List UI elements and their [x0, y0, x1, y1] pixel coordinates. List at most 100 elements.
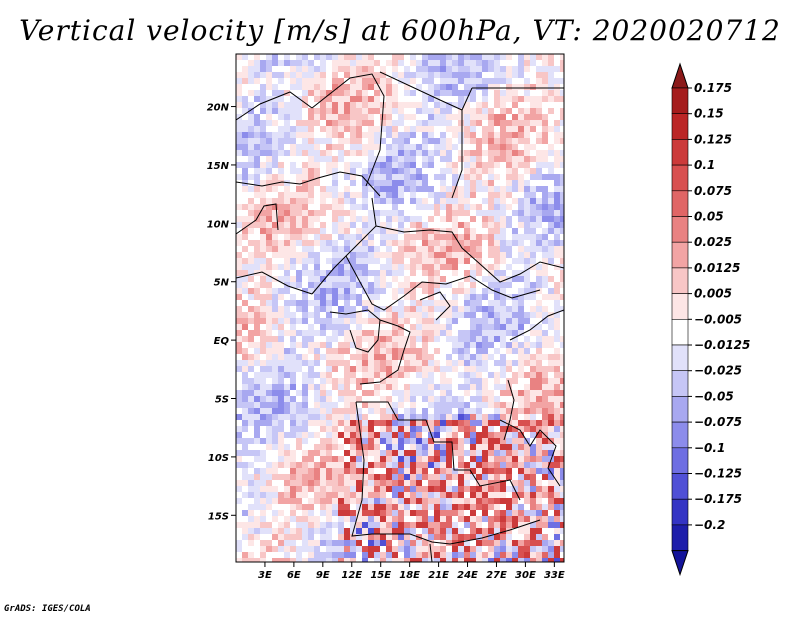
- field-cell: [284, 150, 290, 156]
- field-cell: [488, 372, 494, 378]
- field-cell: [302, 222, 308, 228]
- field-cell: [530, 378, 536, 384]
- field-cell: [458, 462, 464, 468]
- field-cell: [506, 66, 512, 72]
- field-cell: [266, 546, 272, 552]
- field-cell: [434, 408, 440, 414]
- field-cell: [518, 210, 524, 216]
- field-cell: [470, 60, 476, 66]
- field-cell: [434, 306, 440, 312]
- field-cell: [530, 546, 536, 552]
- field-cell: [386, 408, 392, 414]
- field-cell: [356, 480, 362, 486]
- field-cell: [392, 258, 398, 264]
- field-cell: [560, 534, 564, 540]
- field-cell: [248, 516, 254, 522]
- field-cell: [326, 276, 332, 282]
- field-cell: [512, 522, 518, 528]
- field-cell: [332, 54, 338, 60]
- field-cell: [236, 486, 242, 492]
- field-cell: [374, 516, 380, 522]
- field-cell: [278, 186, 284, 192]
- field-cell: [476, 276, 482, 282]
- field-cell: [446, 60, 452, 66]
- field-cell: [278, 366, 284, 372]
- field-cell: [356, 234, 362, 240]
- field-cell: [284, 510, 290, 516]
- field-cell: [536, 468, 542, 474]
- field-cell: [404, 558, 410, 562]
- field-cell: [314, 156, 320, 162]
- field-cell: [236, 456, 242, 462]
- field-cell: [392, 360, 398, 366]
- field-cell: [452, 312, 458, 318]
- field-cell: [434, 366, 440, 372]
- field-cell: [512, 72, 518, 78]
- field-cell: [344, 108, 350, 114]
- field-cell: [308, 462, 314, 468]
- field-cell: [344, 420, 350, 426]
- field-cell: [536, 192, 542, 198]
- field-cell: [452, 198, 458, 204]
- field-cell: [332, 234, 338, 240]
- field-cell: [398, 426, 404, 432]
- field-cell: [290, 228, 296, 234]
- colorbar-swatch: [671, 87, 689, 115]
- field-cell: [338, 330, 344, 336]
- field-cell: [278, 510, 284, 516]
- field-cell: [302, 60, 308, 66]
- field-cell: [482, 174, 488, 180]
- field-cell: [476, 138, 482, 144]
- field-cell: [368, 258, 374, 264]
- field-cell: [302, 462, 308, 468]
- field-cell: [320, 90, 326, 96]
- field-cell: [242, 126, 248, 132]
- field-cell: [488, 318, 494, 324]
- field-cell: [470, 348, 476, 354]
- field-cell: [368, 150, 374, 156]
- field-cell: [434, 318, 440, 324]
- field-cell: [356, 132, 362, 138]
- field-cell: [536, 228, 542, 234]
- field-cell: [524, 354, 530, 360]
- field-cell: [446, 336, 452, 342]
- field-cell: [404, 234, 410, 240]
- field-cell: [524, 342, 530, 348]
- field-cell: [290, 324, 296, 330]
- field-cell: [278, 420, 284, 426]
- field-cell: [470, 558, 476, 562]
- field-cell: [422, 144, 428, 150]
- field-cell: [458, 474, 464, 480]
- field-cell: [392, 270, 398, 276]
- field-cell: [512, 222, 518, 228]
- lon-tick-label: 15E: [370, 570, 391, 581]
- field-cell: [548, 300, 554, 306]
- field-cell: [392, 474, 398, 480]
- field-cell: [344, 528, 350, 534]
- field-cell: [416, 102, 422, 108]
- field-cell: [272, 252, 278, 258]
- field-cell: [374, 102, 380, 108]
- field-cell: [404, 336, 410, 342]
- field-cell: [344, 396, 350, 402]
- field-cell: [464, 132, 470, 138]
- field-cell: [284, 516, 290, 522]
- field-cell: [464, 324, 470, 330]
- field-cell: [428, 342, 434, 348]
- field-cell: [422, 336, 428, 342]
- field-cell: [428, 162, 434, 168]
- field-cell: [428, 84, 434, 90]
- field-cell: [242, 216, 248, 222]
- field-cell: [350, 486, 356, 492]
- field-cell: [416, 60, 422, 66]
- field-cell: [374, 294, 380, 300]
- field-cell: [260, 396, 266, 402]
- field-cell: [308, 114, 314, 120]
- field-cell: [356, 516, 362, 522]
- field-cell: [296, 450, 302, 456]
- field-cell: [458, 282, 464, 288]
- field-cell: [440, 120, 446, 126]
- field-cell: [368, 96, 374, 102]
- field-cell: [266, 276, 272, 282]
- field-cell: [314, 492, 320, 498]
